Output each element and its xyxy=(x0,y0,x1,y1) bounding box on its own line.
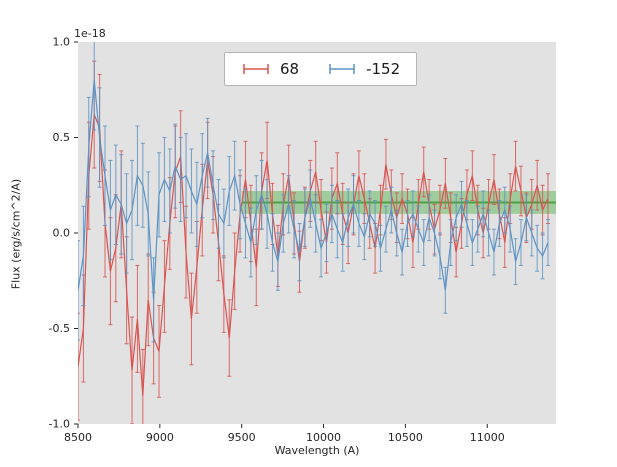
axis-ticks xyxy=(74,41,488,428)
y-tick-label: 1.0 xyxy=(53,36,71,49)
y-axis-offset-label: 1e-18 xyxy=(74,27,106,40)
plot-content xyxy=(78,42,556,424)
legend-label-minus152: -152 xyxy=(366,60,401,78)
legend-entry-minus152: -152 xyxy=(327,60,400,78)
legend-label-68: 68 xyxy=(280,60,300,78)
y-tick-label: -1.0 xyxy=(49,418,70,431)
legend-entry-68: 68 xyxy=(241,60,299,78)
axis-tick-labels: 8500 9000 9500 10000 10500 11000 -1.0 -0.5 0.0 0.… xyxy=(49,36,505,445)
x-tick-label: 9000 xyxy=(146,431,174,444)
x-axis-label: Wavelength (A) xyxy=(274,444,360,457)
errorbar-glyph-red-icon xyxy=(243,64,269,74)
y-tick-label: 0.5 xyxy=(53,131,71,144)
errorbar-glyph-blue-icon xyxy=(329,64,355,74)
x-tick-label: 9500 xyxy=(228,431,256,444)
x-tick-label: 11000 xyxy=(470,431,505,444)
x-tick-label: 10000 xyxy=(306,431,341,444)
y-axis-label: Flux (erg/s/cm^2/A) xyxy=(9,178,23,289)
legend: 68 -152 xyxy=(224,52,418,86)
series--152 xyxy=(78,42,550,343)
x-tick-label: 10500 xyxy=(388,431,423,444)
y-tick-label: -0.5 xyxy=(49,322,70,335)
y-tick-label: 0.0 xyxy=(53,227,71,240)
x-tick-label: 8500 xyxy=(64,431,92,444)
